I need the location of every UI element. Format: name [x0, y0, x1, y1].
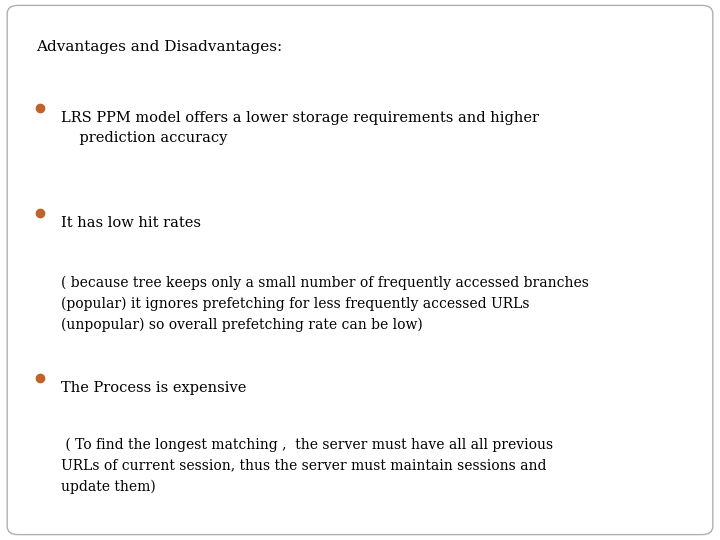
- Text: The Process is expensive: The Process is expensive: [61, 381, 246, 395]
- Text: ( because tree keeps only a small number of frequently accessed branches
(popula: ( because tree keeps only a small number…: [61, 275, 589, 332]
- FancyBboxPatch shape: [7, 5, 713, 535]
- Text: ( To find the longest matching ,  the server must have all all previous
URLs of : ( To find the longest matching , the ser…: [61, 437, 554, 494]
- Text: Advantages and Disadvantages:: Advantages and Disadvantages:: [36, 40, 282, 55]
- Text: LRS PPM model offers a lower storage requirements and higher
    prediction accu: LRS PPM model offers a lower storage req…: [61, 111, 539, 145]
- Text: It has low hit rates: It has low hit rates: [61, 216, 201, 230]
